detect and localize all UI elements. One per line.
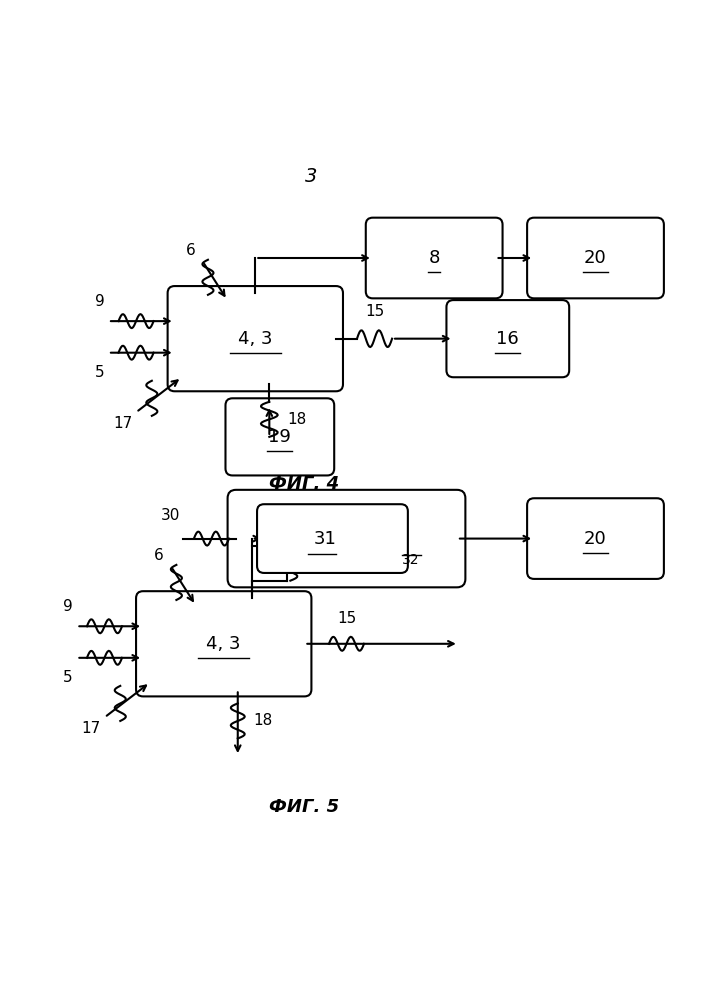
Text: 3: 3 bbox=[305, 167, 317, 186]
Text: 4, 3: 4, 3 bbox=[206, 635, 241, 653]
FancyBboxPatch shape bbox=[527, 218, 664, 298]
FancyBboxPatch shape bbox=[366, 218, 503, 298]
Text: 20: 20 bbox=[584, 249, 607, 267]
FancyBboxPatch shape bbox=[168, 286, 343, 391]
Text: 6: 6 bbox=[186, 243, 196, 258]
Text: ФИГ. 4: ФИГ. 4 bbox=[269, 475, 339, 493]
Text: 7: 7 bbox=[301, 545, 310, 560]
FancyBboxPatch shape bbox=[446, 300, 569, 377]
Text: 20: 20 bbox=[584, 530, 607, 548]
Text: 15: 15 bbox=[337, 611, 356, 626]
Text: 9: 9 bbox=[95, 294, 105, 309]
FancyBboxPatch shape bbox=[527, 498, 664, 579]
FancyBboxPatch shape bbox=[226, 398, 334, 475]
Text: 17: 17 bbox=[82, 721, 101, 736]
Text: 8: 8 bbox=[428, 249, 440, 267]
Text: 6: 6 bbox=[154, 548, 164, 563]
Text: 32: 32 bbox=[402, 553, 420, 567]
Text: 31: 31 bbox=[314, 530, 337, 548]
Text: 15: 15 bbox=[365, 304, 384, 319]
FancyBboxPatch shape bbox=[136, 591, 311, 696]
FancyBboxPatch shape bbox=[257, 504, 408, 573]
Text: 17: 17 bbox=[113, 416, 132, 431]
Text: 9: 9 bbox=[63, 599, 73, 614]
FancyBboxPatch shape bbox=[228, 490, 465, 587]
Text: 18: 18 bbox=[253, 713, 272, 728]
Text: 19: 19 bbox=[269, 428, 291, 446]
Text: 30: 30 bbox=[160, 508, 180, 523]
Text: 5: 5 bbox=[64, 670, 73, 685]
Text: 5: 5 bbox=[95, 365, 105, 380]
Text: 16: 16 bbox=[496, 330, 519, 348]
Text: ФИГ. 5: ФИГ. 5 bbox=[269, 798, 339, 816]
Text: 4, 3: 4, 3 bbox=[238, 330, 272, 348]
Text: 18: 18 bbox=[287, 412, 306, 427]
